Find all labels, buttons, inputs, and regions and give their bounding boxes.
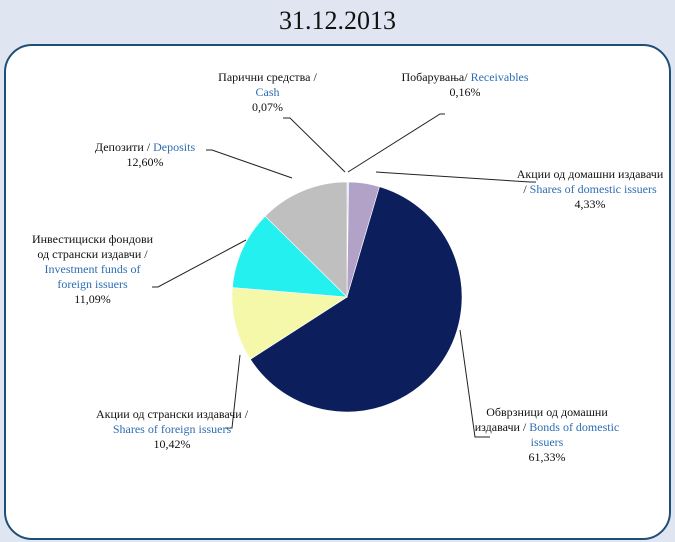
value-label: 12,60% xyxy=(126,155,164,169)
value-label: 0,16% xyxy=(449,85,481,99)
leader-line xyxy=(225,354,241,429)
value-label: 11,09% xyxy=(74,292,111,306)
leader-line xyxy=(375,171,536,183)
pie-slice xyxy=(232,215,348,298)
value-label: 10,42% xyxy=(153,437,191,451)
label-mk: Инвестициски фондови од странски издавчи… xyxy=(31,232,154,261)
label-mk: Обврзници од домашни издавачи / xyxy=(474,405,608,434)
slice-label: Обврзници од домашни издавачи / Bonds of… xyxy=(472,405,622,465)
leader-lines xyxy=(152,113,536,438)
pie xyxy=(231,181,463,413)
leader-line xyxy=(347,113,445,173)
pie-slice xyxy=(231,287,348,360)
slice-label: Акции од домашни издавачи / Shares of do… xyxy=(515,167,665,212)
value-label: 61,33% xyxy=(528,450,566,464)
label-en: Deposits xyxy=(153,140,196,154)
label-mk: Побарувања/ xyxy=(401,70,468,84)
slice-label: Парични средства / Cash 0,07% xyxy=(205,70,330,115)
value-label: 0,07% xyxy=(252,100,283,114)
label-en: Shares of domestic issuers xyxy=(529,182,657,196)
chart-title: 31.12.2013 xyxy=(279,6,396,35)
slice-label: Побарувања/ Receivables 0,16% xyxy=(400,70,530,100)
value-label: 4,33% xyxy=(574,197,606,211)
label-mk: Акции од домашни издавачи / xyxy=(516,167,664,196)
label-en: Bonds of domestic issuers xyxy=(529,420,620,449)
leader-line xyxy=(459,329,490,438)
label-en: Cash xyxy=(255,85,280,99)
label-mk: Парични средства / xyxy=(218,70,317,84)
label-mk: Депозити / xyxy=(94,140,151,154)
label-en: Investment funds of foreign issuers xyxy=(44,262,141,291)
leader-line xyxy=(283,117,346,173)
slice-label: Инвестициски фондови од странски издавчи… xyxy=(30,232,155,307)
pie-slice xyxy=(264,181,348,298)
label-en: Receivables xyxy=(470,70,529,84)
leader-line xyxy=(152,239,247,288)
slice-label: Акции од странски издавачи / Shares of f… xyxy=(92,407,252,452)
leader-line xyxy=(206,149,293,179)
pie-slice xyxy=(249,186,463,413)
label-mk: Акции од странски издавачи / xyxy=(95,407,249,421)
label-en: Shares of foreign issuers xyxy=(112,422,232,436)
slice-label: Депозити / Deposits 12,60% xyxy=(70,140,220,170)
